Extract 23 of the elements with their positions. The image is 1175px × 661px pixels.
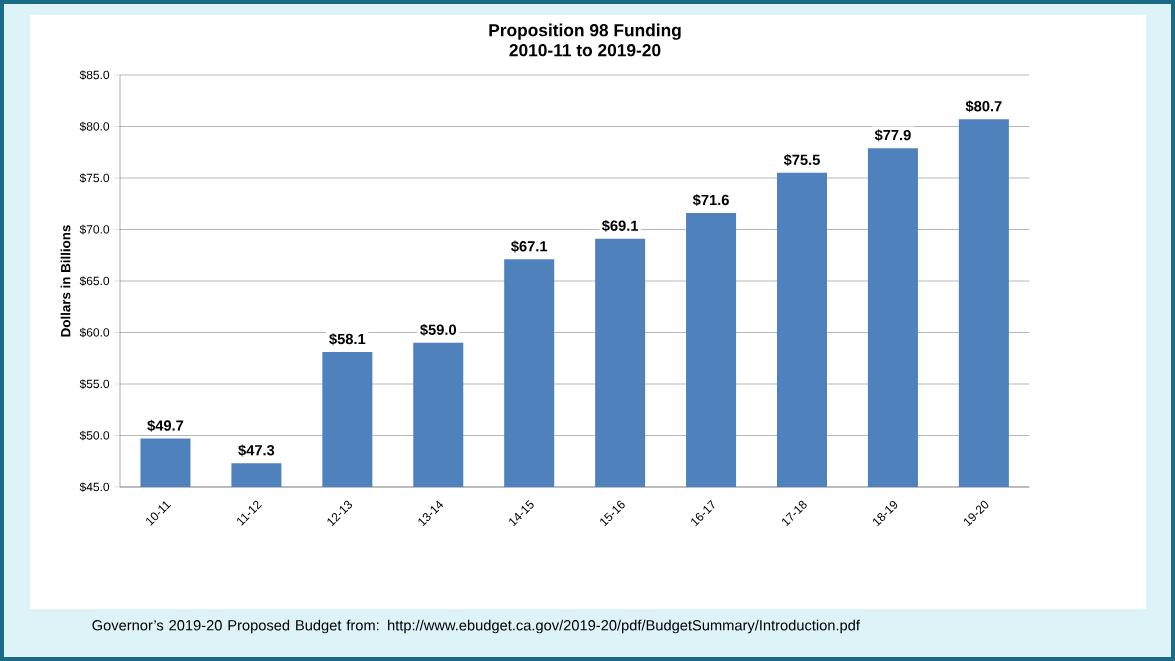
y-tick-label: $65.0: [79, 276, 110, 286]
y-tick-label: $85.0: [79, 70, 110, 80]
y-axis-title: Dollars in Billions: [60, 225, 71, 337]
data-label: $80.7: [965, 100, 1002, 113]
data-label: $69.1: [601, 219, 639, 232]
y-tick-label: $50.0: [79, 430, 110, 441]
y-tick-label: $75.0: [79, 173, 110, 183]
y-tick-label: $80.0: [79, 121, 110, 132]
data-label: $71.6: [692, 194, 729, 207]
data-label: $77.9: [874, 129, 911, 142]
data-label: $75.5: [783, 153, 820, 166]
y-tick-label: $60.0: [79, 327, 110, 338]
data-label: $59.0: [420, 323, 456, 336]
data-label: $67.1: [511, 240, 548, 253]
y-tick-label: $45.0: [79, 482, 110, 492]
chart-subtitle: 2010-11 to 2019-20: [509, 44, 661, 57]
y-tick-label: $55.0: [79, 379, 110, 389]
data-label: $49.7: [147, 419, 184, 432]
text: Governor’s 2019-20 Proposed Budget from: http://www.ebudget.ca.gov/2019-20/pdf/BudgetSummary/Introduction.pdf: [92, 619, 860, 634]
y-tick-label: $70.0: [79, 224, 110, 235]
data-label: $47.3: [238, 444, 275, 457]
data-label: $58.1: [329, 333, 366, 346]
chart-title: Proposition 98 Funding: [489, 23, 681, 40]
